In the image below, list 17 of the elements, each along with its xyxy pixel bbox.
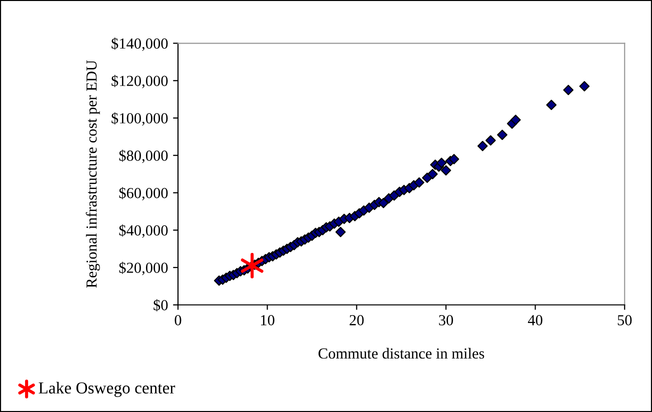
y-tick-label: $80,000 xyxy=(119,150,168,164)
x-axis-title: Commute distance in miles xyxy=(318,348,484,359)
x-tick-label: 40 xyxy=(528,315,542,326)
y-tick-label: $0 xyxy=(154,299,168,312)
x-tick-label: 20 xyxy=(350,315,364,326)
y-tick-label: $40,000 xyxy=(119,224,168,238)
x-tick-label: 50 xyxy=(618,315,632,326)
x-tick-label: 30 xyxy=(439,315,454,326)
y-tick-label: $140,000 xyxy=(112,38,168,51)
y-tick-label: $120,000 xyxy=(112,74,168,88)
y-tick-label: $100,000 xyxy=(112,112,168,126)
x-tick-label: 10 xyxy=(261,315,274,326)
legend-label: Lake Oswego center xyxy=(38,382,176,397)
y-tick-label: $60,000 xyxy=(119,186,168,200)
y-tick-label: $20,000 xyxy=(119,262,168,276)
y-axis-title: Regional infrastructure cost per EDU xyxy=(86,60,100,288)
x-tick-label: 0 xyxy=(174,315,182,326)
